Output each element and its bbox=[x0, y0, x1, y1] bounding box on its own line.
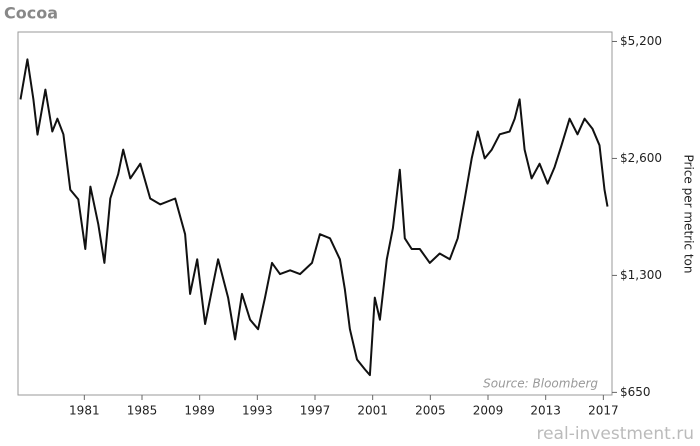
y-tick-label: $2,600 bbox=[620, 151, 662, 165]
x-tick-label: 2013 bbox=[530, 404, 561, 418]
x-tick-label: 2001 bbox=[357, 404, 388, 418]
x-tick-label: 2017 bbox=[588, 404, 619, 418]
x-tick-label: 1989 bbox=[184, 404, 215, 418]
y-tick-label: $1,300 bbox=[620, 268, 662, 282]
x-tick-label: 2005 bbox=[415, 404, 446, 418]
x-tick-label: 2009 bbox=[473, 404, 504, 418]
y-tick-label: $5,200 bbox=[620, 34, 662, 48]
x-tick-label: 1985 bbox=[127, 404, 158, 418]
y-axis-label: Price per metric ton bbox=[682, 155, 696, 274]
source-note: Source: Bloomberg bbox=[483, 377, 598, 391]
x-tick-label: 1997 bbox=[300, 404, 331, 418]
plot-frame bbox=[17, 31, 613, 396]
chart-title: Cocoa bbox=[4, 4, 58, 23]
price-line bbox=[19, 58, 609, 377]
x-tick-label: 1993 bbox=[242, 404, 273, 418]
watermark: real-investment.ru bbox=[536, 424, 694, 444]
y-tick-label: $650 bbox=[620, 385, 651, 399]
x-tick-label: 1981 bbox=[69, 404, 100, 418]
